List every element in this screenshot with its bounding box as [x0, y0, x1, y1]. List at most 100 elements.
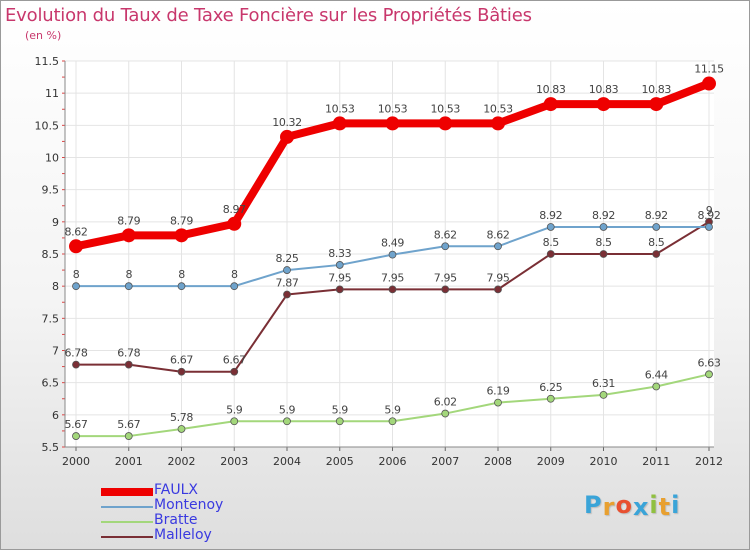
x-tick-label: 2009 [537, 455, 565, 468]
data-label-faulx: 10.83 [536, 83, 566, 96]
data-label-malleloy: 7.95 [381, 271, 404, 284]
data-label-bratte: 5.67 [65, 418, 88, 431]
data-point-malleloy [72, 360, 80, 369]
data-point-malleloy [441, 285, 450, 294]
data-point-montenoy [441, 242, 450, 251]
x-tick-label: 2001 [115, 455, 143, 468]
data-point-bratte [652, 382, 661, 391]
x-tick-label: 2000 [62, 455, 90, 468]
logo-letter: P [584, 491, 603, 519]
data-point-faulx [385, 116, 400, 131]
x-tick-label: 2011 [642, 455, 670, 468]
data-point-bratte [335, 417, 344, 426]
y-tick-label: 11 [45, 87, 59, 100]
data-point-malleloy [124, 360, 133, 369]
data-point-montenoy [72, 282, 80, 291]
data-label-malleloy: 7.95 [434, 271, 457, 284]
data-label-malleloy: 8.5 [543, 236, 560, 249]
data-point-bratte [124, 432, 133, 440]
data-point-bratte [230, 417, 239, 426]
data-point-malleloy [652, 250, 661, 258]
chart-title: Evolution du Taux de Taxe Foncière sur l… [5, 5, 532, 26]
y-tick-label: 9 [52, 216, 59, 229]
data-label-malleloy: 7.95 [487, 271, 510, 284]
y-tick-label: 10 [45, 152, 59, 165]
data-label-bratte: 5.9 [332, 403, 349, 416]
data-point-montenoy [705, 223, 713, 231]
data-label-bratte: 6.02 [434, 396, 457, 409]
data-point-faulx [121, 228, 136, 243]
data-label-montenoy: 8.62 [434, 228, 457, 241]
data-point-bratte [599, 390, 608, 399]
legend-label: Malleloy [154, 527, 212, 543]
data-point-bratte [72, 432, 80, 440]
data-point-malleloy [599, 250, 608, 258]
data-label-faulx: 10.32 [272, 116, 302, 129]
data-point-malleloy [388, 285, 397, 294]
data-label-faulx: 11.15 [694, 63, 724, 76]
data-point-malleloy [230, 367, 239, 376]
data-label-montenoy: 8.33 [328, 247, 351, 260]
data-point-faulx [438, 116, 453, 131]
logo-letter: x [632, 493, 650, 521]
data-point-faulx [543, 97, 558, 112]
logo-letter: t [658, 493, 672, 521]
data-point-montenoy [494, 242, 502, 251]
data-label-montenoy: 8.92 [698, 209, 721, 222]
data-point-faulx [227, 216, 242, 231]
x-tick-label: 2002 [168, 455, 196, 468]
data-label-faulx: 10.53 [483, 102, 513, 115]
y-tick-label: 7.5 [42, 312, 60, 325]
data-label-montenoy: 8 [73, 268, 80, 281]
data-point-bratte [494, 398, 502, 407]
logo-letter: i [649, 491, 659, 519]
data-label-montenoy: 8 [178, 268, 185, 281]
data-label-montenoy: 8.49 [381, 237, 404, 250]
data-label-faulx: 10.53 [378, 102, 408, 115]
data-label-bratte: 6.19 [487, 385, 510, 398]
data-point-malleloy [494, 285, 502, 294]
proxiti-logo: Proxiti [584, 491, 681, 521]
data-point-montenoy [335, 261, 344, 269]
data-label-faulx: 8.79 [117, 214, 140, 227]
data-label-malleloy: 8.5 [595, 236, 612, 249]
data-point-faulx [491, 116, 505, 131]
data-label-malleloy: 7.87 [276, 277, 299, 290]
logo-letter: r [602, 493, 616, 521]
x-tick-label: 2003 [220, 455, 248, 468]
data-label-bratte: 6.31 [592, 377, 615, 390]
data-label-faulx: 10.53 [431, 102, 461, 115]
data-label-malleloy: 6.78 [65, 347, 88, 360]
y-tick-label: 6 [52, 409, 59, 422]
data-label-faulx: 8.79 [170, 214, 193, 227]
data-label-faulx: 10.53 [325, 102, 355, 115]
legend-swatch [101, 521, 153, 523]
logo-letter: i [671, 491, 681, 519]
data-point-montenoy [652, 223, 661, 231]
data-point-faulx [649, 97, 664, 112]
legend-swatch [101, 506, 153, 508]
data-point-montenoy [177, 282, 186, 291]
data-label-malleloy: 6.78 [117, 347, 140, 360]
data-point-faulx [596, 97, 611, 112]
data-point-bratte [388, 417, 397, 426]
data-label-montenoy: 8 [231, 268, 238, 281]
legend-label: FAULX [154, 482, 198, 498]
data-point-bratte [177, 425, 186, 433]
data-label-malleloy: 9 [706, 204, 713, 217]
data-point-montenoy [283, 266, 291, 274]
x-tick-label: 2005 [326, 455, 354, 468]
data-point-montenoy [388, 250, 397, 259]
data-point-montenoy [230, 282, 239, 291]
data-point-montenoy [124, 282, 133, 291]
y-tick-label: 6.5 [42, 377, 60, 390]
data-point-montenoy [599, 223, 608, 231]
x-tick-label: 2004 [273, 455, 301, 468]
data-label-montenoy: 8.62 [487, 228, 510, 241]
legend-swatch [101, 536, 153, 538]
data-label-bratte: 5.9 [279, 403, 296, 416]
data-point-bratte [441, 409, 450, 418]
y-tick-label: 5.5 [42, 441, 60, 454]
data-label-faulx: 8.62 [65, 225, 88, 238]
